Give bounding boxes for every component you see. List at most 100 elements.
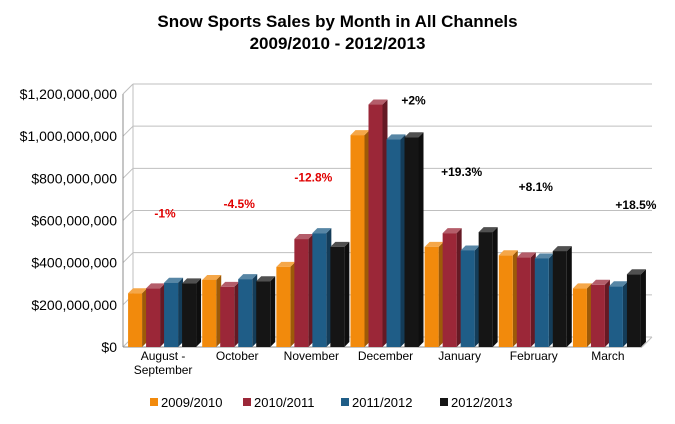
annotation-label: +2% bbox=[401, 94, 426, 108]
bar-top bbox=[626, 269, 646, 275]
bar bbox=[552, 246, 572, 347]
annotation-label: +8.1% bbox=[519, 180, 554, 194]
y-tick-label: $200,000,000 bbox=[31, 297, 117, 313]
bar-side bbox=[270, 276, 276, 347]
bar-front bbox=[386, 139, 401, 347]
bar-side bbox=[290, 261, 296, 347]
bar bbox=[404, 132, 424, 347]
bar bbox=[626, 269, 646, 347]
bar bbox=[128, 288, 148, 347]
bar-top bbox=[608, 281, 628, 287]
bar-side bbox=[142, 288, 148, 347]
bar-front bbox=[350, 135, 365, 347]
bar bbox=[368, 99, 388, 348]
bar-top bbox=[572, 283, 592, 289]
bar-top bbox=[386, 134, 406, 140]
bar-top bbox=[552, 246, 572, 252]
bar-side bbox=[344, 241, 350, 347]
bar bbox=[182, 278, 202, 347]
bar-side bbox=[160, 283, 166, 347]
bar-side bbox=[566, 246, 572, 347]
x-tick-label: September bbox=[134, 363, 193, 377]
y-tick-label: $0 bbox=[101, 339, 117, 355]
bar-side bbox=[382, 99, 388, 348]
bar-front bbox=[608, 286, 623, 347]
bar bbox=[312, 228, 332, 347]
bar-front bbox=[552, 251, 567, 347]
x-tick-label: December bbox=[358, 349, 413, 363]
bar-top bbox=[330, 241, 350, 247]
x-tick-label: August - bbox=[141, 349, 186, 363]
bar-side bbox=[252, 274, 258, 347]
bar-side bbox=[474, 245, 480, 347]
gridline-diagonal bbox=[122, 83, 134, 95]
bar-front bbox=[424, 246, 439, 347]
legend-label: 2012/2013 bbox=[451, 395, 512, 410]
bar bbox=[350, 130, 370, 347]
bar-top bbox=[238, 274, 258, 280]
bar-front bbox=[220, 286, 235, 347]
annotation-label: +18.5% bbox=[615, 198, 656, 212]
bar-front bbox=[442, 233, 457, 347]
bar-front bbox=[404, 137, 419, 347]
bar-side bbox=[622, 281, 628, 347]
bar bbox=[276, 261, 296, 347]
gridline-diagonal bbox=[122, 210, 134, 221]
bar-top bbox=[312, 228, 332, 234]
y-tick-label: $800,000,000 bbox=[31, 170, 117, 186]
bar-top bbox=[368, 99, 388, 105]
annotation-label: +19.3% bbox=[441, 165, 482, 179]
bar-top bbox=[460, 245, 480, 251]
bar-side bbox=[438, 241, 444, 347]
bars-group bbox=[128, 99, 646, 348]
bar-front bbox=[368, 104, 383, 348]
bar-side bbox=[234, 281, 240, 347]
bar bbox=[608, 281, 628, 347]
bar-side bbox=[492, 227, 498, 347]
gridline-diagonal bbox=[122, 125, 134, 137]
y-tick-label: $1,000,000,000 bbox=[20, 128, 118, 144]
bar-front bbox=[498, 255, 513, 347]
x-tick-label: October bbox=[216, 349, 259, 363]
bar-front bbox=[238, 279, 253, 347]
x-tick-label: February bbox=[510, 349, 558, 363]
bar-side bbox=[604, 279, 610, 347]
bar-side bbox=[400, 134, 406, 347]
floor-right-edge bbox=[641, 336, 653, 348]
bar-side bbox=[418, 132, 424, 347]
bar-side bbox=[178, 277, 184, 347]
bar-top bbox=[164, 277, 184, 283]
chart-title: Snow Sports Sales by Month in All Channe… bbox=[157, 12, 518, 31]
bar-side bbox=[308, 234, 314, 347]
bar-front bbox=[516, 257, 531, 347]
bar-top bbox=[182, 278, 202, 284]
bar-top bbox=[294, 234, 314, 240]
legend-swatch bbox=[150, 398, 158, 406]
bar bbox=[534, 253, 554, 347]
y-tick-label: $400,000,000 bbox=[31, 255, 117, 271]
bar bbox=[386, 134, 406, 347]
bar-top bbox=[498, 250, 518, 256]
gridline-diagonal bbox=[122, 252, 134, 264]
bar-front bbox=[572, 288, 587, 347]
bar-front bbox=[626, 274, 641, 347]
bar bbox=[238, 274, 258, 347]
bar-top bbox=[516, 252, 536, 258]
bar bbox=[442, 228, 462, 347]
bar-front bbox=[182, 283, 197, 347]
bar-side bbox=[196, 278, 202, 347]
annotation-label: -4.5% bbox=[224, 197, 256, 211]
bar bbox=[330, 241, 350, 347]
bar-front bbox=[590, 284, 605, 347]
bar-front bbox=[478, 232, 493, 347]
legend-swatch bbox=[243, 398, 251, 406]
bar-front bbox=[294, 239, 309, 347]
bar-top bbox=[404, 132, 424, 138]
bar-top bbox=[276, 261, 296, 267]
bar-side bbox=[640, 269, 646, 347]
bar-front bbox=[276, 266, 291, 347]
bar-side bbox=[216, 274, 222, 347]
bar bbox=[460, 245, 480, 347]
